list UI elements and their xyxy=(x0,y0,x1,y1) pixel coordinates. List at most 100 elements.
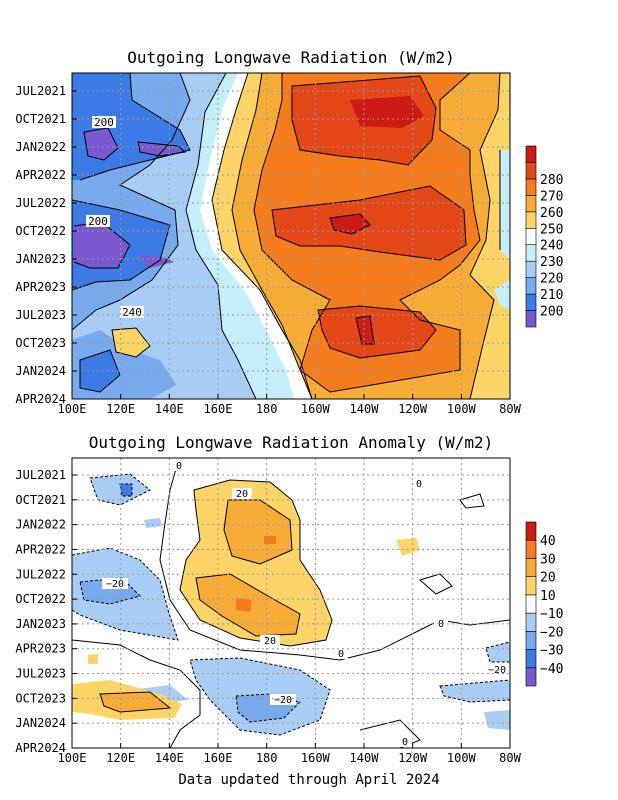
olr-chart: Outgoing Longwave Radiation (W/m2) xyxy=(15,48,563,416)
colorbar-label: −40 xyxy=(540,662,563,677)
y-tick-label: APR2024 xyxy=(15,392,66,406)
colorbar-swatch xyxy=(525,293,537,311)
contour-label: 0 xyxy=(416,479,422,490)
field-neg-10-f xyxy=(440,680,510,702)
colorbar: −40 −30 −20 −10 10 20 30 40 xyxy=(525,521,563,687)
field-neg-30 xyxy=(120,484,132,496)
colorbar-swatch xyxy=(525,195,537,213)
colorbar-swatch xyxy=(525,631,537,650)
y-tick-label: OCT2021 xyxy=(15,112,66,126)
x-tick-label: 160E xyxy=(204,402,233,416)
colorbar-label: −20 xyxy=(540,625,563,640)
contour-label: −20 xyxy=(488,665,506,676)
contour-label: 0 xyxy=(176,461,182,472)
figure: Outgoing Longwave Radiation (W/m2) xyxy=(15,48,563,765)
y-tick-label: APR2023 xyxy=(15,642,66,656)
contour-label: 0 xyxy=(438,619,444,630)
x-tick-label: 80W xyxy=(499,751,521,765)
x-tick-label: 120E xyxy=(106,751,135,765)
y-tick-label: JUL2023 xyxy=(15,308,66,322)
y-tick-label: JAN2024 xyxy=(15,716,66,730)
y-tick-label: JUL2021 xyxy=(15,468,66,482)
x-tick-label: 100W xyxy=(447,751,477,765)
y-tick-label: OCT2022 xyxy=(15,592,66,606)
contour-label: 20 xyxy=(264,636,276,647)
x-tick-label: 180 xyxy=(256,751,278,765)
x-tick-label: 100E xyxy=(58,751,87,765)
y-tick-label: JUL2021 xyxy=(15,84,66,98)
colorbar-label: −10 xyxy=(540,607,563,622)
x-tick-label: 80W xyxy=(499,402,521,416)
colorbar-swatch xyxy=(525,310,537,328)
colorbar-swatch xyxy=(525,244,537,262)
y-tick-label: OCT2022 xyxy=(15,224,66,238)
colorbar-swatch xyxy=(525,539,537,559)
anomaly-field: 0 0 0 0 0 20 20 −20 −20 −20 xyxy=(72,458,510,748)
x-tick-label: 100E xyxy=(58,402,87,416)
y-tick-label: JUL2022 xyxy=(15,567,66,581)
contour-label-box xyxy=(434,618,448,629)
colorbar-swatch xyxy=(525,612,537,632)
contour-label-box xyxy=(484,664,510,675)
x-tick-label: 140W xyxy=(350,402,380,416)
x-tick-label: 160W xyxy=(301,751,331,765)
plot-frame xyxy=(71,72,511,400)
field-below-200-b xyxy=(138,142,185,156)
contour-label-box xyxy=(398,736,412,747)
field-peak-a xyxy=(350,96,424,128)
contour-label-box xyxy=(412,478,426,489)
colorbar-swatch xyxy=(525,277,537,295)
colorbar-swatch xyxy=(525,649,537,669)
field-neg-10-g xyxy=(484,710,510,730)
field-warm-patch xyxy=(112,328,150,357)
contour-label: 0 xyxy=(338,649,344,660)
grid xyxy=(72,73,510,399)
x-tick-label: 160W xyxy=(301,402,331,416)
contour-label-box xyxy=(172,460,186,471)
field-below-200-a xyxy=(84,128,118,160)
contour-label: −20 xyxy=(106,579,124,590)
colorbar-label: 210 xyxy=(540,288,563,303)
y-tick-label: OCT2023 xyxy=(15,691,66,705)
y-tick-label: JUL2023 xyxy=(15,667,66,681)
x-tick-label: 160E xyxy=(204,751,233,765)
x-tick-label: 140E xyxy=(155,402,184,416)
colorbar-label: 280 xyxy=(540,173,563,188)
colorbar-label: 240 xyxy=(540,239,563,254)
footer-note: Data updated through April 2024 xyxy=(178,772,440,788)
colorbar-swatch xyxy=(525,162,537,180)
y-tick-label: JAN2022 xyxy=(15,518,66,532)
field-peak-b xyxy=(330,214,370,234)
contour-label-box xyxy=(102,578,128,589)
colorbar-label: 260 xyxy=(540,206,563,221)
y-tick-label: APR2022 xyxy=(15,542,66,556)
chart-title: Outgoing Longwave Radiation (W/m2) xyxy=(127,48,455,67)
y-tick-label: APR2022 xyxy=(15,168,66,182)
colorbar-label: 30 xyxy=(540,552,556,567)
field-pos-20-c xyxy=(100,692,170,712)
y-tick-label: JAN2024 xyxy=(15,364,66,378)
colorbar-label: 230 xyxy=(540,255,563,270)
colorbar-label: 220 xyxy=(540,272,563,287)
colorbar-swatch xyxy=(525,145,537,163)
contour-label-box xyxy=(260,635,280,646)
y-tick-label: APR2024 xyxy=(15,741,66,755)
y-tick-label: OCT2023 xyxy=(15,336,66,350)
contour-label: 200 xyxy=(94,116,114,129)
y-tick-label: JAN2022 xyxy=(15,140,66,154)
grid xyxy=(72,458,510,748)
colorbar-swatch xyxy=(525,667,537,687)
axis-ticks: 100E 120E 140E 160E 180 160W 140W 120W 100W 80W JU… xyxy=(15,468,521,765)
field-pos-20-a xyxy=(224,500,292,564)
contour-label-box xyxy=(232,488,252,499)
x-tick-label: 120W xyxy=(398,402,428,416)
olr-field: 200 200 240 xyxy=(72,73,510,399)
field-pos-10-c xyxy=(396,538,420,556)
colorbar-label: 200 xyxy=(540,305,563,320)
contour-label: 200 xyxy=(88,215,108,228)
colorbar-label: −30 xyxy=(540,644,563,659)
field-east-strip xyxy=(500,150,510,260)
y-tick-label: JAN2023 xyxy=(15,617,66,631)
colorbar-label: 270 xyxy=(540,189,563,204)
